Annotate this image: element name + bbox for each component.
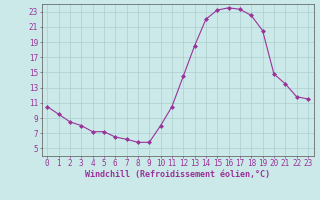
X-axis label: Windchill (Refroidissement éolien,°C): Windchill (Refroidissement éolien,°C) [85, 170, 270, 179]
